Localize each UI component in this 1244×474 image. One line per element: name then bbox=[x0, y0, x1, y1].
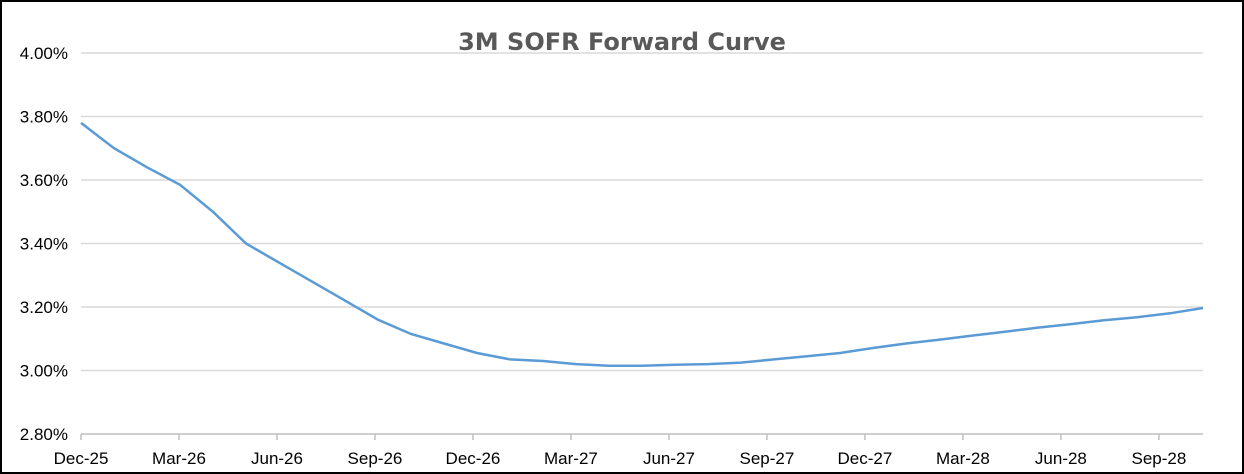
gridlines bbox=[81, 52, 1203, 372]
x-tick-label: Jun-27 bbox=[643, 449, 695, 468]
x-tick-label: Jun-28 bbox=[1035, 449, 1087, 468]
x-tick-label: Mar-28 bbox=[936, 449, 990, 468]
x-tick-label: Dec-25 bbox=[54, 449, 109, 468]
x-tick-label: Dec-26 bbox=[446, 449, 501, 468]
series-line bbox=[80, 121, 1204, 367]
x-tick-label: Sep-28 bbox=[1131, 449, 1186, 468]
x-tick-label: Sep-26 bbox=[348, 449, 403, 468]
x-tick-label: Sep-27 bbox=[740, 449, 795, 468]
x-tick-label: Jun-26 bbox=[251, 449, 303, 468]
y-axis: 2.80% 3.00% 3.20% 3.40% 3.60% 3.80% 4.00% bbox=[20, 44, 68, 444]
chart-title: 3M SOFR Forward Curve bbox=[458, 28, 786, 56]
y-tick-label: 2.80% bbox=[20, 425, 68, 444]
y-tick-label: 3.80% bbox=[20, 108, 68, 127]
y-tick-label: 3.20% bbox=[20, 298, 68, 317]
x-tick-label: Mar-27 bbox=[544, 449, 598, 468]
y-tick-label: 3.60% bbox=[20, 171, 68, 190]
x-tick-label: Mar-26 bbox=[152, 449, 206, 468]
x-tick-label: Dec-27 bbox=[838, 449, 893, 468]
y-tick-label: 3.40% bbox=[20, 235, 68, 254]
y-tick-label: 3.00% bbox=[20, 362, 68, 381]
y-tick-label: 4.00% bbox=[20, 44, 68, 63]
x-axis: Dec-25 Mar-26 Jun-26 Sep-26 Dec-26 Mar-27 Jun-… bbox=[54, 433, 1203, 468]
